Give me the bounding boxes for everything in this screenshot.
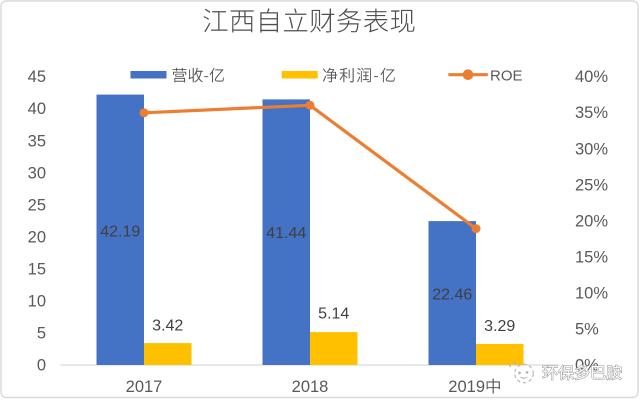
svg-text:15%: 15% (575, 249, 608, 267)
svg-text:35: 35 (28, 132, 46, 150)
svg-text:40%: 40% (575, 68, 608, 86)
svg-text:5: 5 (37, 325, 46, 343)
svg-text:10: 10 (28, 293, 46, 311)
svg-text:2017: 2017 (126, 378, 163, 396)
svg-text:10%: 10% (575, 285, 608, 303)
svg-text:20: 20 (28, 228, 46, 246)
svg-text:40: 40 (28, 100, 46, 118)
svg-text:45: 45 (28, 68, 46, 86)
svg-text:5.14: 5.14 (318, 306, 349, 323)
svg-text:5%: 5% (575, 321, 599, 339)
svg-text:3.29: 3.29 (484, 318, 515, 335)
svg-text:25: 25 (28, 196, 46, 214)
svg-text:20%: 20% (575, 212, 608, 230)
svg-text:ROE: ROE (490, 67, 523, 84)
svg-text:30%: 30% (575, 140, 608, 158)
svg-text:2019: 2019 (448, 378, 485, 396)
svg-text:3.42: 3.42 (152, 318, 183, 335)
svg-text:25%: 25% (575, 176, 608, 194)
svg-text:30: 30 (28, 164, 46, 182)
svg-text:22.46: 22.46 (432, 287, 472, 304)
svg-text:35%: 35% (575, 104, 608, 122)
svg-text:2018: 2018 (292, 378, 329, 396)
svg-text:41.44: 41.44 (266, 225, 306, 242)
svg-text:15: 15 (28, 261, 46, 279)
svg-text:0: 0 (37, 357, 46, 375)
svg-text:42.19: 42.19 (100, 224, 140, 241)
